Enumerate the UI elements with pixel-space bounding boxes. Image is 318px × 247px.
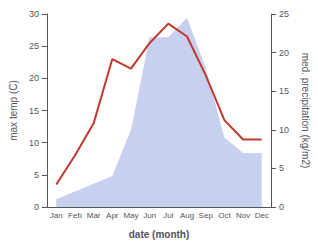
svg-text:May: May: [123, 211, 138, 220]
svg-text:Feb: Feb: [68, 211, 82, 220]
svg-text:25: 25: [29, 41, 39, 51]
svg-text:Sep: Sep: [199, 211, 214, 220]
svg-text:0: 0: [34, 202, 39, 212]
svg-text:Jun: Jun: [143, 211, 156, 220]
svg-text:0: 0: [279, 202, 284, 212]
svg-text:30: 30: [29, 9, 39, 19]
svg-text:10: 10: [279, 125, 289, 135]
svg-text:Dec: Dec: [255, 211, 269, 220]
svg-text:10: 10: [29, 138, 39, 148]
svg-text:Apr: Apr: [106, 211, 119, 220]
svg-text:5: 5: [34, 170, 39, 180]
svg-text:20: 20: [279, 48, 289, 58]
svg-text:Nov: Nov: [236, 211, 250, 220]
svg-text:Aug: Aug: [180, 211, 194, 220]
svg-text:20: 20: [29, 73, 39, 83]
svg-text:15: 15: [29, 106, 39, 116]
svg-text:Jan: Jan: [50, 211, 63, 220]
svg-text:5: 5: [279, 163, 284, 173]
svg-text:med. precipitation (kg/m2): med. precipitation (kg/m2): [300, 53, 311, 169]
svg-text:Mar: Mar: [87, 211, 101, 220]
svg-text:Jul: Jul: [163, 211, 173, 220]
svg-text:15: 15: [279, 86, 289, 96]
svg-text:max temp (C): max temp (C): [8, 80, 19, 141]
svg-text:date (month): date (month): [129, 229, 190, 240]
svg-text:Oct: Oct: [218, 211, 231, 220]
svg-text:25: 25: [279, 9, 289, 19]
